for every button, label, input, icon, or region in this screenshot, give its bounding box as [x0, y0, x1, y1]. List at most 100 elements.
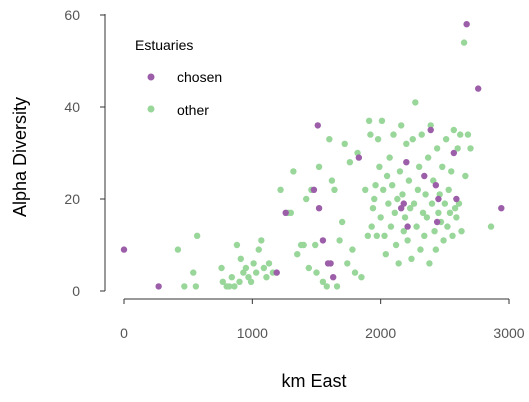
data-point-other — [441, 200, 449, 207]
x-tick-label: 0 — [120, 325, 128, 341]
data-point-other — [462, 172, 469, 180]
data-point-other — [487, 223, 495, 230]
data-point-other — [449, 232, 456, 239]
data-point-chosen — [421, 172, 428, 180]
data-point-other — [410, 200, 418, 207]
data-point-other — [467, 145, 474, 152]
data-point-chosen — [463, 21, 470, 28]
data-point-other — [341, 140, 348, 147]
data-point-other — [419, 209, 427, 216]
data-point-other — [414, 186, 422, 193]
data-point-other — [404, 237, 411, 244]
data-point-other — [394, 195, 401, 203]
data-point-other — [444, 223, 451, 230]
y-axis-title: Alpha Diversity — [10, 97, 30, 217]
data-point-other — [398, 122, 405, 129]
data-point-other — [408, 255, 415, 262]
data-point-other — [333, 283, 341, 290]
data-point-chosen — [435, 195, 442, 203]
data-point-other — [403, 140, 410, 147]
data-point-other — [358, 274, 365, 281]
data-point-other — [376, 163, 383, 170]
data-point-other — [382, 251, 389, 258]
data-point-other — [237, 255, 244, 262]
data-point-other — [454, 145, 461, 152]
data-point-other — [351, 269, 359, 276]
data-point-other — [424, 154, 432, 161]
data-point-chosen — [120, 246, 128, 253]
data-point-other — [451, 205, 459, 212]
data-point-chosen — [155, 283, 162, 290]
data-point-chosen — [498, 205, 505, 212]
data-point-other — [193, 232, 201, 239]
data-point-other — [265, 260, 273, 267]
data-point-chosen — [403, 159, 410, 166]
data-point-other — [445, 186, 452, 193]
data-point-other — [219, 278, 227, 285]
data-point-other — [323, 283, 330, 290]
data-point-other — [290, 168, 297, 175]
data-point-other — [218, 264, 225, 272]
data-point-chosen — [282, 209, 289, 216]
data-point-other — [378, 117, 386, 125]
x-tick-label: 1000 — [237, 325, 268, 341]
data-point-other — [250, 260, 257, 267]
data-point-chosen — [273, 269, 280, 276]
data-point-other — [387, 223, 395, 230]
data-point-other — [349, 246, 356, 253]
data-point-other — [319, 278, 327, 285]
data-point-other — [369, 205, 377, 212]
data-point-other — [312, 241, 319, 249]
data-point-other — [383, 172, 391, 180]
data-point-other — [442, 136, 450, 143]
data-point-chosen — [453, 195, 460, 203]
data-point-chosen — [315, 205, 323, 212]
data-point-chosen — [329, 274, 337, 281]
data-point-other — [440, 237, 447, 244]
data-point-other — [412, 99, 419, 106]
data-point-other — [368, 223, 375, 230]
data-point-other — [386, 154, 393, 161]
legend-label-chosen: chosen — [177, 69, 222, 85]
data-point-other — [409, 136, 416, 143]
data-point-other — [380, 186, 387, 193]
data-point-chosen — [404, 223, 411, 230]
y-axis: 0 20 40 60 — [64, 7, 106, 299]
data-point-other — [390, 131, 397, 138]
data-point-chosen — [433, 218, 441, 226]
data-point-other — [458, 228, 465, 235]
data-point-other — [372, 182, 379, 189]
data-point-other — [457, 131, 464, 138]
data-point-other — [364, 232, 372, 239]
data-point-other — [255, 246, 262, 253]
data-point-other — [405, 177, 413, 184]
data-point-chosen — [314, 122, 321, 129]
y-tick-label: 60 — [64, 7, 80, 23]
data-point-other — [174, 246, 182, 253]
data-point-other — [258, 237, 265, 244]
data-point-other — [422, 191, 429, 198]
data-point-other — [236, 278, 243, 285]
data-point-other — [190, 269, 197, 276]
data-point-other — [427, 122, 434, 129]
data-point-other — [294, 251, 301, 258]
data-point-other — [431, 228, 438, 235]
data-point-other — [326, 136, 333, 143]
x-tick-label: 2000 — [365, 325, 396, 341]
data-point-other — [453, 214, 460, 221]
data-point-other — [428, 200, 436, 207]
legend-label-other: other — [177, 102, 209, 118]
data-point-other — [392, 241, 400, 249]
data-point-other — [377, 214, 384, 221]
data-point-other — [328, 177, 336, 184]
data-point-other — [300, 241, 307, 249]
data-point-other — [439, 163, 446, 170]
data-point-other — [192, 283, 200, 290]
data-point-other — [362, 186, 369, 193]
data-point-chosen — [400, 200, 407, 207]
y-tick-label: 0 — [72, 283, 80, 299]
x-ticks: 0 1000 2000 3000 — [120, 299, 525, 341]
data-point-other — [336, 237, 343, 244]
data-point-other — [233, 241, 241, 249]
